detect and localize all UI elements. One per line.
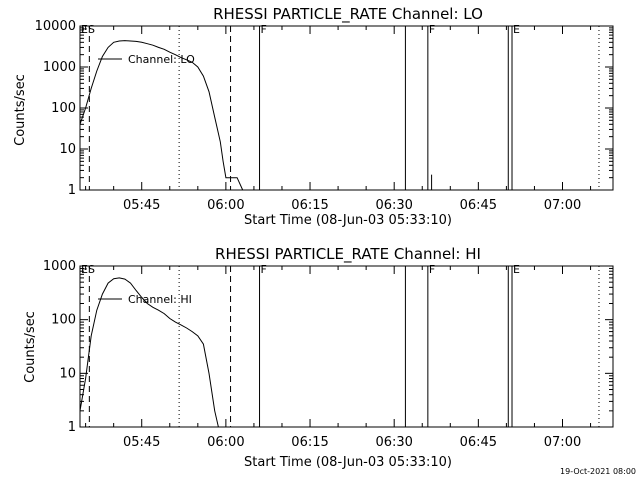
- x-tick-label: 06:45: [460, 435, 497, 450]
- y-tick-label: 100: [51, 313, 76, 328]
- x-tick-label: 06:30: [375, 435, 412, 450]
- plot-area: 1 10 100 1000 10000 05:45 06:00 06:15 06:30 06:45…: [35, 19, 614, 213]
- chart-title: RHESSI PARTICLE_RATE Channel: LO: [213, 5, 483, 24]
- y-tick-label: 1: [68, 183, 76, 198]
- x-tick-label: 06:00: [207, 435, 244, 450]
- legend-label: Channel: HI: [128, 293, 192, 306]
- x-tick-label: 07:00: [544, 198, 581, 213]
- event-marker: E: [513, 263, 520, 276]
- y-tick-label: 10: [59, 142, 76, 157]
- plot-area: 1 10 100 1000 05:45 06:00 06:15 06:30 06:45 07:00…: [43, 259, 614, 450]
- x-tick-label: 06:30: [375, 198, 412, 213]
- y-tick-label: 100: [51, 101, 76, 116]
- chart-title: RHESSI PARTICLE_RATE Channel: HI: [215, 245, 481, 264]
- y-axis-label: Counts/sec: [23, 311, 38, 383]
- y-tick-label: 1000: [43, 60, 76, 75]
- x-axis-label: Start Time (08-Jun-03 05:33:10): [244, 455, 452, 470]
- event-marker: ES: [81, 23, 95, 36]
- y-axis-label: Counts/sec: [13, 74, 28, 146]
- x-tick-label: 06:45: [460, 198, 497, 213]
- event-marker: ES: [81, 263, 95, 276]
- x-axis-label: Start Time (08-Jun-03 05:33:10): [244, 213, 452, 228]
- x-tick-label: 05:45: [123, 435, 160, 450]
- x-tick-label: 06:15: [291, 198, 328, 213]
- y-tick-label: 1: [68, 420, 76, 435]
- x-tick-label: 07:00: [544, 435, 581, 450]
- event-marker: E: [513, 23, 520, 36]
- event-marker: F: [261, 263, 267, 276]
- event-marker: F: [429, 263, 435, 276]
- y-tick-label: 10000: [35, 19, 76, 34]
- chart-panel-lo: RHESSI PARTICLE_RATE Channel: LO Counts/…: [13, 5, 614, 228]
- y-tick-label: 1000: [43, 259, 76, 274]
- chart-panel-hi: RHESSI PARTICLE_RATE Channel: HI Counts/…: [23, 245, 614, 470]
- legend-label: Channel: LO: [128, 53, 195, 66]
- x-tick-label: 06:15: [291, 435, 328, 450]
- x-tick-label: 06:00: [207, 198, 244, 213]
- data-series-line: [79, 277, 219, 428]
- event-marker: F: [261, 23, 267, 36]
- axes-frame: [79, 265, 614, 428]
- event-marker: F: [429, 23, 435, 36]
- y-tick-label: 10: [59, 366, 76, 381]
- footer-timestamp: 19-Oct-2021 08:00: [560, 467, 636, 476]
- data-series-line: [79, 40, 244, 191]
- x-tick-label: 05:45: [123, 198, 160, 213]
